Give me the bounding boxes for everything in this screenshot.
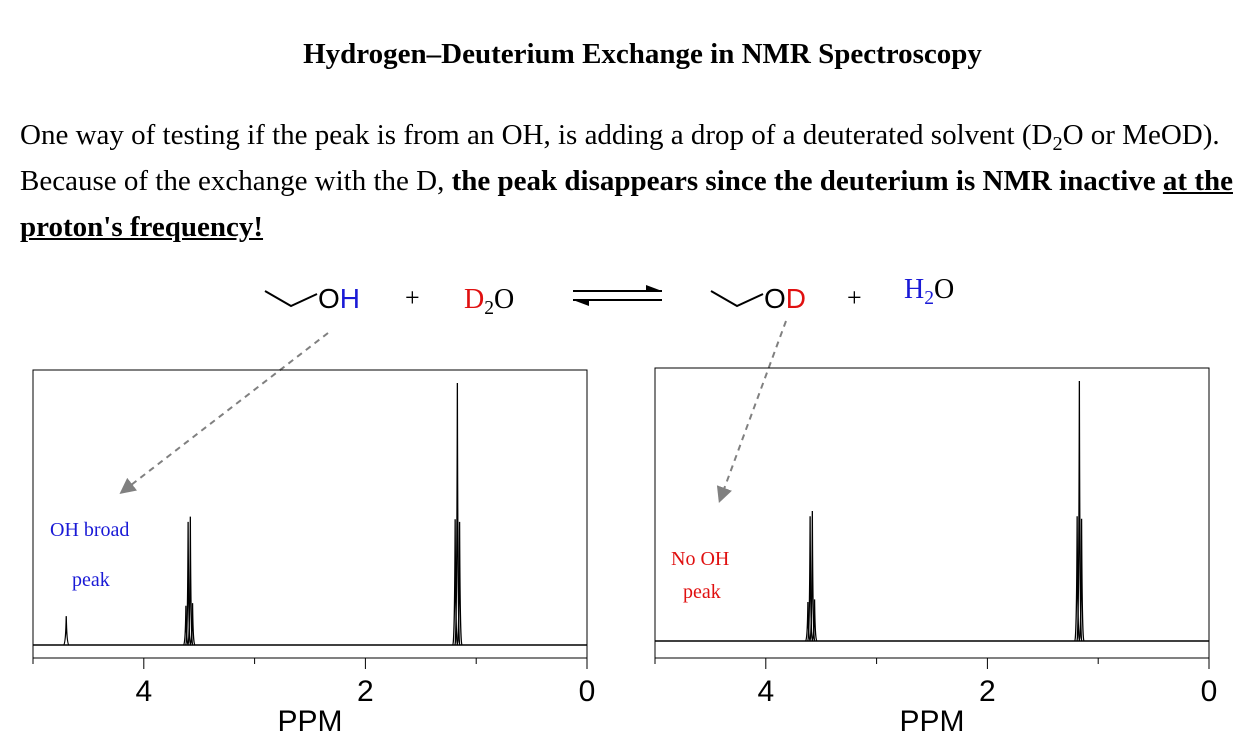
x-axis-label: PPM — [899, 705, 964, 738]
d2o-subscript: 2 — [484, 297, 495, 319]
plus-sign-2: + — [847, 283, 862, 312]
spectrum-peak — [456, 521, 463, 646]
paragraph-underlined: at the proton's frequency! — [20, 165, 1233, 243]
tick-label: 0 — [1201, 675, 1218, 708]
h2o-product: H2O — [904, 274, 955, 309]
ethanol-skeleton-left — [264, 290, 318, 308]
tick-label: 2 — [979, 675, 996, 708]
tick-label: 4 — [757, 675, 774, 708]
paragraph-text-2: O or MeOD). Because of the exchange with… — [20, 119, 1220, 197]
x-axis-label: PPM — [277, 705, 342, 738]
spectrum-after-d2o: 4 2 0 PPM — [654, 367, 1218, 738]
pointer-arrow-left — [119, 332, 329, 494]
page-title: Hydrogen–Deuterium Exchange in NMR Spect… — [303, 38, 982, 70]
ethanol-oh-group: OH — [318, 283, 360, 315]
reactant1-hydrogen: H — [339, 283, 361, 314]
tick-label: 2 — [357, 675, 374, 708]
product1-deuterium: D — [785, 283, 807, 314]
tick-label: 4 — [135, 675, 152, 708]
spectrum-frame — [654, 367, 1210, 659]
paragraph-bold: the peak disappears since the deuterium … — [451, 165, 1156, 197]
spectrum-peak — [807, 516, 814, 642]
pointer-arrow-right — [716, 320, 787, 504]
spectrum-peak — [62, 616, 70, 646]
no-oh-peak-label: peak — [683, 581, 721, 603]
no-oh-label: No OH — [671, 548, 730, 570]
spectrum-peak — [811, 599, 818, 642]
h2o-subscript: 2 — [924, 287, 935, 309]
equilibrium-arrow — [573, 285, 662, 306]
d2o-oxygen: O — [494, 284, 515, 315]
d2o-deuterium: D — [464, 284, 485, 315]
plus-sign-1: + — [405, 283, 420, 312]
paragraph-subscript: 2 — [1052, 133, 1063, 156]
spectrum-peak — [1074, 516, 1081, 642]
spectrum-peak — [182, 605, 189, 646]
explanation-paragraph: One way of testing if the peak is from a… — [20, 112, 1235, 250]
h2o-oxygen: O — [934, 274, 955, 305]
spectrum-peak — [185, 521, 192, 646]
tick-label: 0 — [579, 675, 596, 708]
ethanol-od-group: OD — [764, 283, 806, 315]
oh-peak-label: peak — [72, 569, 110, 591]
spectrum-before-d2o: 4 2 0 PPM — [32, 369, 596, 738]
spectrum-peak — [189, 603, 196, 646]
h2o-hydrogen: H — [904, 274, 925, 305]
ethanol-skeleton-right — [710, 290, 764, 308]
spectrum-peak — [1078, 518, 1085, 642]
d2o-reactant: D2O — [464, 284, 515, 319]
spectrum-peak — [804, 601, 811, 642]
paragraph-text-1: One way of testing if the peak is from a… — [20, 119, 1053, 151]
spectrum-peak — [452, 519, 459, 646]
product1-oxygen: O — [764, 283, 786, 314]
reactant1-oxygen: O — [318, 283, 340, 314]
oh-broad-label: OH broad — [50, 519, 130, 541]
spectrum-frame — [32, 369, 588, 659]
